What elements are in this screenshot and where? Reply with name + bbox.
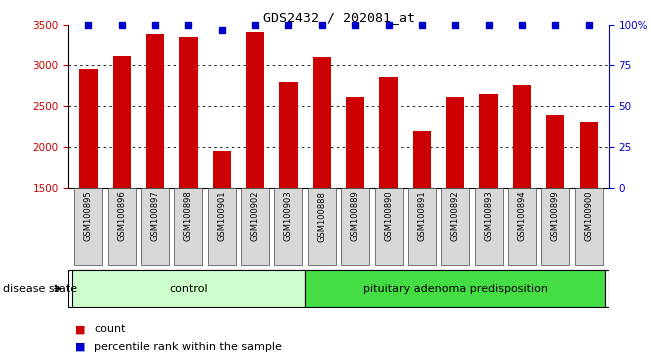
- Text: pituitary adenoma predisposition: pituitary adenoma predisposition: [363, 284, 547, 293]
- Text: control: control: [169, 284, 208, 293]
- FancyBboxPatch shape: [107, 188, 135, 265]
- Bar: [113, 56, 131, 188]
- Bar: [213, 151, 231, 188]
- Text: disease state: disease state: [3, 284, 77, 293]
- Text: GSM100889: GSM100889: [351, 191, 360, 241]
- Bar: [312, 57, 331, 188]
- Text: GSM100895: GSM100895: [84, 191, 93, 241]
- Bar: [146, 34, 164, 188]
- FancyBboxPatch shape: [208, 188, 236, 265]
- FancyBboxPatch shape: [241, 188, 269, 265]
- Text: GSM100888: GSM100888: [317, 191, 326, 242]
- Text: GSM100891: GSM100891: [417, 191, 426, 241]
- Bar: [346, 97, 365, 188]
- Text: GSM100893: GSM100893: [484, 191, 493, 241]
- Text: GSM100896: GSM100896: [117, 191, 126, 241]
- FancyBboxPatch shape: [542, 188, 570, 265]
- Bar: [579, 122, 598, 188]
- Bar: [546, 115, 564, 188]
- Bar: [179, 37, 198, 188]
- Text: GSM100899: GSM100899: [551, 191, 560, 241]
- FancyBboxPatch shape: [72, 270, 305, 307]
- Text: GSM100903: GSM100903: [284, 191, 293, 241]
- FancyBboxPatch shape: [408, 188, 436, 265]
- Text: count: count: [94, 324, 126, 334]
- FancyBboxPatch shape: [174, 188, 202, 265]
- Text: GSM100898: GSM100898: [184, 191, 193, 241]
- Text: GSM100894: GSM100894: [518, 191, 527, 241]
- FancyBboxPatch shape: [68, 270, 609, 307]
- Text: GSM100892: GSM100892: [450, 191, 460, 241]
- FancyBboxPatch shape: [305, 270, 605, 307]
- Bar: [79, 69, 98, 188]
- Bar: [279, 82, 298, 188]
- Bar: [246, 32, 264, 188]
- FancyBboxPatch shape: [74, 188, 102, 265]
- Title: GDS2432 / 202081_at: GDS2432 / 202081_at: [262, 11, 415, 24]
- Bar: [479, 94, 498, 188]
- FancyBboxPatch shape: [341, 188, 369, 265]
- Bar: [446, 97, 464, 188]
- FancyBboxPatch shape: [374, 188, 402, 265]
- Text: ■: ■: [75, 324, 85, 334]
- Text: GSM100890: GSM100890: [384, 191, 393, 241]
- FancyBboxPatch shape: [475, 188, 503, 265]
- FancyBboxPatch shape: [508, 188, 536, 265]
- Bar: [513, 85, 531, 188]
- FancyBboxPatch shape: [275, 188, 303, 265]
- Text: GSM100897: GSM100897: [150, 191, 159, 241]
- Text: GSM100900: GSM100900: [584, 191, 593, 241]
- FancyBboxPatch shape: [441, 188, 469, 265]
- Text: GSM100902: GSM100902: [251, 191, 260, 241]
- FancyBboxPatch shape: [575, 188, 603, 265]
- FancyBboxPatch shape: [308, 188, 336, 265]
- FancyBboxPatch shape: [141, 188, 169, 265]
- Text: ■: ■: [75, 342, 85, 352]
- Text: GSM100901: GSM100901: [217, 191, 227, 241]
- Text: percentile rank within the sample: percentile rank within the sample: [94, 342, 283, 352]
- Bar: [413, 131, 431, 188]
- Bar: [380, 77, 398, 188]
